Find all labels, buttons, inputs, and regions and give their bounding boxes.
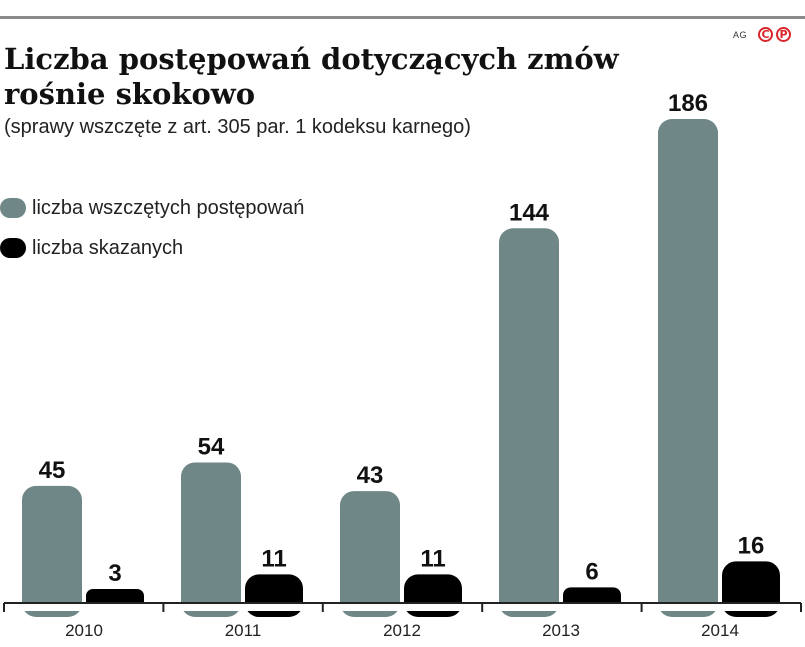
bar-initiated-2013 xyxy=(499,228,559,617)
axis-mask xyxy=(0,603,805,611)
copyright-icon: C xyxy=(758,27,774,42)
x-tick-label-2011: 2011 xyxy=(225,621,262,640)
data-label-convicted-2010: 3 xyxy=(108,560,121,587)
data-label-initiated-2014: 186 xyxy=(668,90,708,117)
bar-initiated-2011 xyxy=(181,462,241,617)
data-label-convicted-2012: 11 xyxy=(420,545,445,572)
credit-text: AG xyxy=(733,29,748,40)
bar-initiated-2014 xyxy=(658,119,718,617)
top-rule xyxy=(0,16,805,19)
data-label-convicted-2014: 16 xyxy=(738,532,765,559)
legend-swatch-initiated xyxy=(0,198,26,218)
legend-item-initiated: liczba wszczętych postępowań xyxy=(0,188,304,228)
x-tick-label-2010: 2010 xyxy=(65,621,103,640)
chart-subtitle: (sprawy wszczęte z art. 305 par. 1 kodek… xyxy=(4,116,471,138)
data-label-initiated-2011: 54 xyxy=(198,433,225,460)
data-label-initiated-2012: 43 xyxy=(357,462,384,489)
bar-initiated-2010 xyxy=(22,485,82,617)
legend: liczba wszczętych postępowań liczba skaz… xyxy=(0,188,304,268)
legend-label-initiated: liczba wszczętych postępowań xyxy=(32,196,305,219)
credit: AG C P xyxy=(733,27,792,42)
legend-swatch-convicted xyxy=(0,238,26,258)
data-label-initiated-2010: 45 xyxy=(39,457,66,484)
x-tick-label-2014: 2014 xyxy=(701,621,739,640)
legend-label-convicted: liczba skazanych xyxy=(32,236,184,259)
protected-icon: P xyxy=(776,27,792,42)
data-label-convicted-2013: 6 xyxy=(585,558,598,585)
data-label-convicted-2011: 11 xyxy=(261,545,286,572)
data-label-initiated-2013: 144 xyxy=(509,199,550,226)
chart-title: Liczba postępowań dotyczących zmów rośni… xyxy=(4,42,619,111)
bar-initiated-2012 xyxy=(340,491,400,617)
x-tick-label-2013: 2013 xyxy=(542,621,580,640)
x-tick-label-2012: 2012 xyxy=(383,621,421,640)
legend-item-convicted: liczba skazanych xyxy=(0,228,304,268)
